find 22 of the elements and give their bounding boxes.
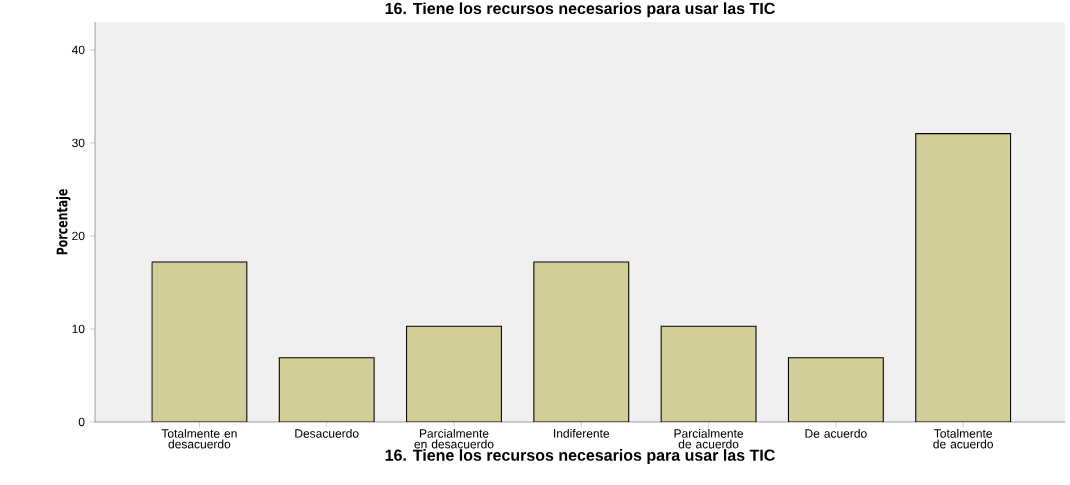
- y-tick-label: 40: [71, 45, 85, 55]
- x-tick-label: Totalmente en desacuerdo: [161, 428, 237, 449]
- chart-title: 16. Tiene los recursos necesarios para usar las TIC: [385, 2, 775, 18]
- x-tick-label: Parcialmente de acuerdo: [674, 428, 744, 449]
- bar: [660, 325, 757, 422]
- x-tick-label: Totalmente de acuerdo: [933, 428, 993, 449]
- y-tick-label: 10: [72, 324, 85, 334]
- bar: [406, 325, 502, 422]
- bar: [533, 261, 630, 422]
- bar: [278, 357, 375, 422]
- y-tick-label: 20: [72, 231, 85, 241]
- x-tick-label: Parcialmente en desacuerdo: [414, 428, 494, 449]
- y-axis-title: Porcentaje: [56, 189, 71, 255]
- x-tick-label: Indiferente: [554, 428, 610, 438]
- bar: [915, 133, 1012, 422]
- y-tick-label: 30: [72, 138, 85, 148]
- x-tick-label: Desacuerdo: [295, 428, 359, 438]
- x-tick-label: De acuerdo: [805, 428, 867, 438]
- bar: [787, 357, 884, 422]
- y-tick-label: 0: [78, 417, 85, 427]
- x-axis-title: 16. Tiene los recursos necesarios para usar las TIC: [385, 449, 775, 465]
- bar: [151, 261, 248, 422]
